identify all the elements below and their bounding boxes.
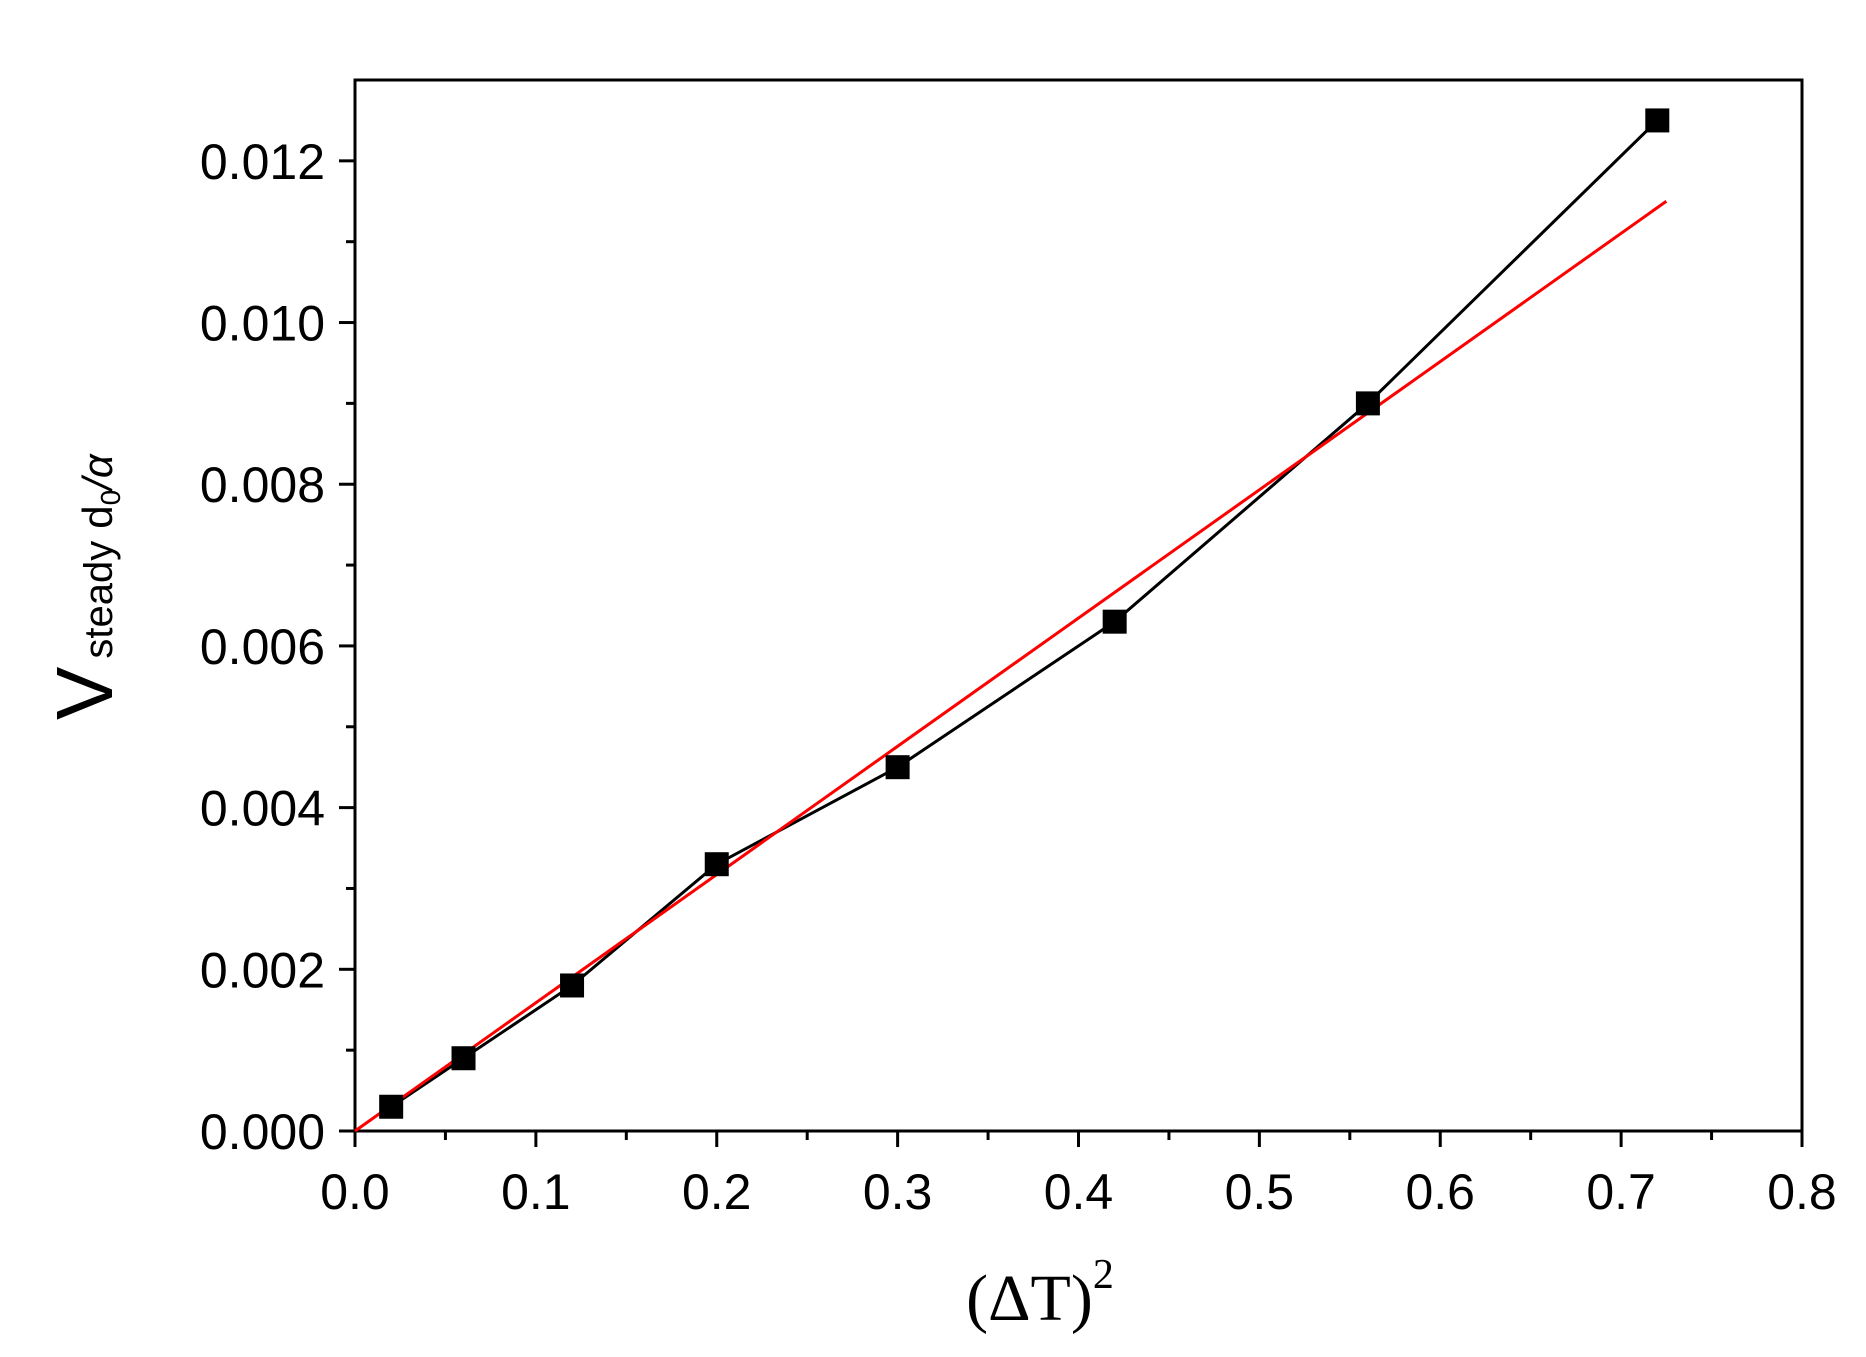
y-tick-label: 0.000: [200, 1104, 325, 1160]
y-tick-label: 0.012: [200, 134, 325, 190]
data-point-marker: [1102, 609, 1127, 634]
data-point-marker: [451, 1046, 476, 1071]
data-point-marker: [1355, 391, 1380, 416]
series-group: [354, 108, 1670, 1133]
x-tick-label: 0.3: [863, 1164, 933, 1220]
x-tick-label: 0.7: [1586, 1164, 1656, 1220]
y-tick-label: 0.010: [200, 296, 325, 352]
x-tick-label: 0.2: [682, 1164, 752, 1220]
y-tick-label: 0.002: [200, 942, 325, 998]
x-tick-label: 0.4: [1044, 1164, 1114, 1220]
x-tick-label: 0.5: [1225, 1164, 1295, 1220]
x-tick-label: 0.0: [320, 1164, 390, 1220]
data-point-marker: [704, 852, 729, 877]
data-point-marker: [560, 973, 585, 998]
y-axis-label: Vsteadyd0/α: [40, 453, 129, 720]
data-point-marker: [1645, 108, 1670, 133]
data-point-marker: [885, 755, 910, 780]
y-tick-label: 0.004: [200, 781, 325, 837]
y-tick-label: 0.008: [200, 457, 325, 513]
x-tick-label: 0.1: [501, 1164, 571, 1220]
plot-border: [353, 78, 1804, 1133]
y-tick-label: 0.006: [200, 619, 325, 675]
x-axis-label: (ΔT)2: [966, 1252, 1114, 1335]
fit-line: [354, 200, 1668, 1133]
x-tick-label: 0.6: [1405, 1164, 1475, 1220]
data-point-marker: [379, 1094, 404, 1119]
x-axis-ticks: 0.0 0.1 0.2 0.3 0.4 0.5 0.6 0.7 0.8: [320, 1131, 1837, 1220]
plot-frame: [353, 78, 1804, 1133]
data-series-line: [390, 119, 1659, 1108]
x-tick-label: 0.8: [1767, 1164, 1837, 1220]
y-axis-ticks: 0.000 0.002 0.004 0.006 0.008 0.010 0.012: [200, 134, 355, 1160]
